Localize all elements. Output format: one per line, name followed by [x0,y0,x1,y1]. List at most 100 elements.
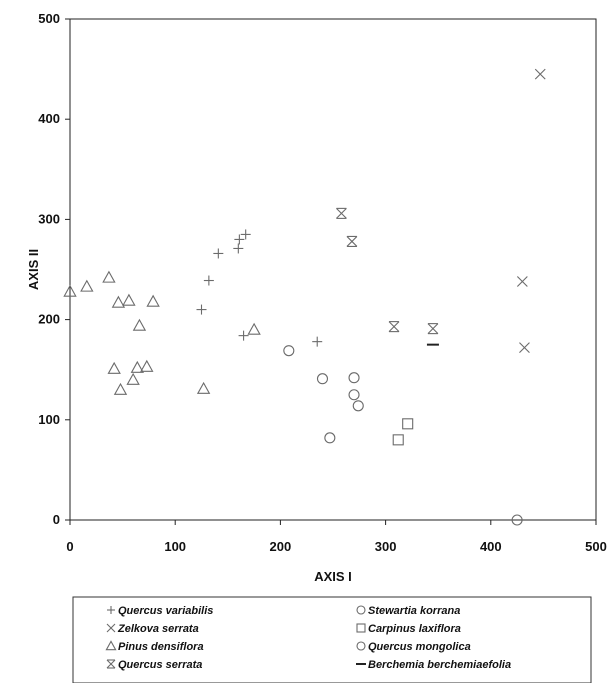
data-point [516,276,528,287]
marker-stroke [427,323,439,335]
data-point [132,318,147,331]
data-point [511,514,523,526]
data-point [312,336,323,347]
legend-entry-label: Stewartia korrana [368,605,460,617]
data-point [336,207,347,219]
data-point [130,360,145,373]
data-point [352,400,364,412]
marker-shape [80,279,94,292]
data-point [427,323,439,335]
legend-entry-label: Pinus densiflora [118,641,204,653]
x-tick-label: 200 [270,539,292,554]
legend-entry-label: Carpinus laxiflora [368,623,461,635]
y-tick-label: 500 [38,11,60,26]
marker-stroke [336,207,347,219]
data-point [122,293,136,306]
data-points [63,68,546,526]
marker-shape [102,270,116,283]
marker-stroke [106,659,116,669]
x-tick-label: 400 [480,539,502,554]
marker-shape [348,372,360,384]
data-point [80,279,94,292]
marker-shape [352,400,364,412]
marker-shape [402,418,414,430]
data-point [240,229,251,240]
marker-shape [132,318,147,331]
data-point [102,270,116,283]
x-tick-label: 300 [375,539,397,554]
data-point [196,304,207,315]
data-point [213,248,224,259]
marker-shape [324,432,336,444]
data-point [113,382,128,395]
marker-shape [316,373,329,385]
axis-ticks: 0 100 200 300 400 500 0 100 200 300 400 500 [38,11,607,554]
marker-stroke [388,321,400,333]
data-point [238,330,249,341]
data-point [107,361,121,374]
marker-shape [392,434,404,446]
data-point [140,359,154,372]
legend-marker [106,659,116,669]
data-point [234,234,245,245]
x-axis-label: AXIS I [314,569,352,584]
x-tick-label: 0 [66,539,73,554]
marker-shape [111,295,126,308]
legend-marker [356,641,366,651]
marker-shape [140,359,154,372]
data-point [324,432,336,444]
marker-shape [126,372,140,385]
data-point [534,68,546,80]
legend-marker [107,606,115,614]
data-point [63,284,77,297]
y-tick-label: 100 [38,412,60,427]
y-axis-label: AXIS II [26,249,41,290]
y-tick-label: 300 [38,211,60,226]
marker-shape [146,294,160,307]
marker-shape [130,360,145,373]
data-point [196,381,211,394]
data-point [519,342,530,354]
data-point [392,434,404,446]
legend-entry-label: Zelkova serrata [117,623,199,635]
data-point [247,322,261,335]
data-point [402,418,414,430]
legend-entry-label: Quercus variabilis [118,605,213,617]
marker-shape [63,284,77,297]
data-point [126,372,140,385]
series-5 [392,418,414,446]
marker-shape [105,640,117,651]
marker-shape [122,293,136,306]
legend-marker [356,623,366,633]
series-0 [196,229,323,347]
data-point [316,373,329,385]
marker-shape [356,641,366,651]
data-point [146,294,160,307]
marker-shape [196,381,211,394]
marker-shape [247,322,261,335]
series-3 [336,207,439,335]
series-6 [283,345,364,444]
x-tick-label: 500 [585,539,607,554]
legend: Quercus variabilis Zelkova serrata Pinus d… [72,596,592,683]
marker-shape [283,345,295,357]
plot-axes [69,18,597,521]
series-2 [63,270,261,395]
marker-shape [348,389,360,401]
series-1 [516,68,546,354]
marker-shape [356,623,366,633]
plot-frame [69,18,597,521]
legend-entry-label: Quercus serrata [118,659,202,671]
data-point [388,321,400,333]
data-point [348,372,360,384]
marker-shape [107,361,121,374]
legend-marker [356,605,366,615]
data-point [348,389,360,401]
marker-shape [356,605,366,615]
marker-stroke [516,276,528,287]
x-tick-label: 100 [164,539,186,554]
data-point [283,345,295,357]
series-4 [511,514,523,526]
legend-entry-label: Quercus mongolica [368,641,471,653]
